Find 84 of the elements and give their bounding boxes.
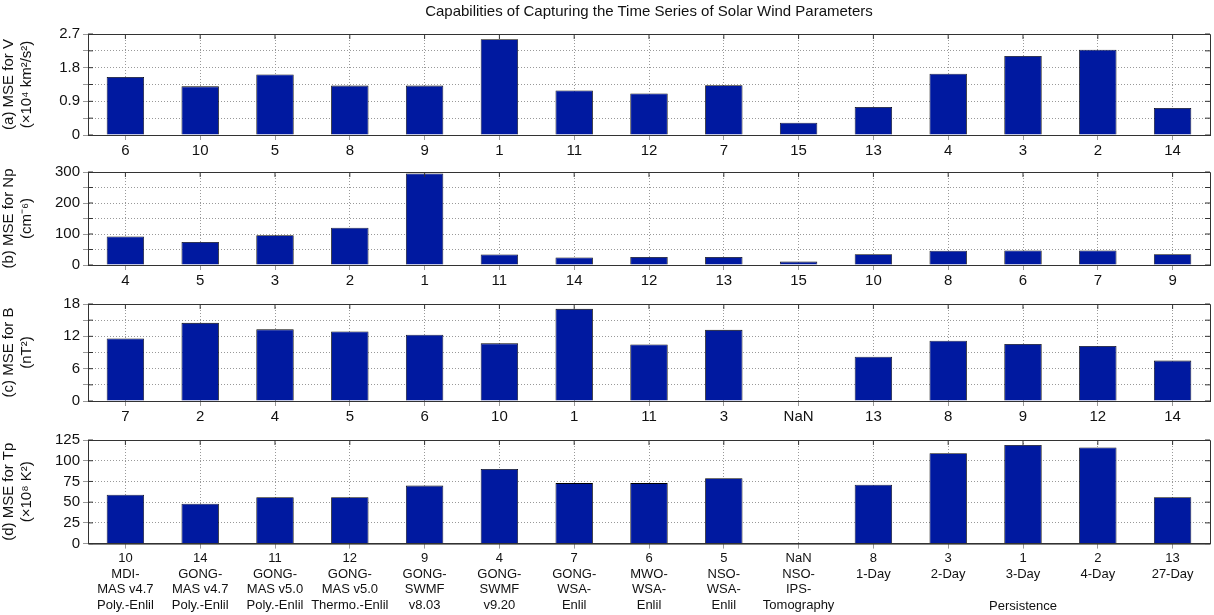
x-tick-label: 7 GONG- WSA- Enlil <box>552 549 597 612</box>
y-tick-label: 0.9 <box>59 91 80 109</box>
x-tick-label: 5 <box>270 141 280 159</box>
x-tick-label: 8 <box>944 271 953 289</box>
x-tick-label: 9 <box>1018 407 1028 425</box>
x-tick-label: 3 <box>1018 141 1028 159</box>
x-tick-label: 4 GONG- SWMF v9.20 <box>477 549 522 612</box>
y-axis-title: (b) MSE for Np (cm⁻⁶) <box>0 168 35 269</box>
y-axis-title: (d) MSE for Tp (×10⁸ K²) <box>0 442 35 541</box>
y-tick-label: 1.8 <box>59 57 80 75</box>
x-tick-label: 6 MWO- WSA- Enlil <box>630 549 668 612</box>
y-tick-label: 0 <box>71 391 80 409</box>
x-tick-label: 10 MDI- MAS v4.7 Poly.-Enlil <box>96 549 154 612</box>
y-axis-title: (a) MSE for V (×10⁴ km²/s²) <box>0 39 35 130</box>
x-tick-label: 10 <box>191 141 209 159</box>
y-tick-label: 200 <box>54 193 80 211</box>
x-tick-label: 13 27-Day <box>1151 549 1195 581</box>
y-tick-label: 18 <box>63 294 80 312</box>
x-tick-label: 15 <box>790 271 807 289</box>
x-tick-label: 9 <box>1168 271 1177 289</box>
y-tick-label: 12 <box>63 326 80 344</box>
x-tick-label: 7 <box>719 141 728 159</box>
y-tick-label: 6 <box>71 358 80 376</box>
x-tick-label: 9 GONG- SWMF v8.03 <box>402 549 447 612</box>
y-tick-label: 0 <box>71 255 80 273</box>
x-tick-label: 8 1-Day <box>856 549 892 581</box>
x-tick-label: 13 <box>715 271 733 289</box>
x-tick-label: 6 <box>420 407 429 425</box>
x-tick-label: 14 <box>1164 407 1181 425</box>
x-tick-label: 13 <box>865 407 882 425</box>
y-tick-label: 300 <box>54 162 80 180</box>
y-tick-label: 2.7 <box>59 24 80 42</box>
x-tick-label: 13 <box>865 141 882 159</box>
x-tick-label: 4 <box>270 407 280 425</box>
y-tick-label: 50 <box>63 492 80 510</box>
x-tick-label: 2 <box>1093 141 1102 159</box>
x-tick-label: 11 GONG- MAS v5.0 Poly.-Enlil <box>246 549 304 612</box>
y-axis-title: (c) MSE for B (nT²) <box>0 307 35 398</box>
y-tick-label: 0 <box>71 533 80 551</box>
x-tick-label: 10 <box>491 407 508 425</box>
text: Persistence <box>989 598 1057 614</box>
x-tick-label: 9 <box>420 141 429 159</box>
y-tick-label: 75 <box>63 471 80 489</box>
x-tick-label: 15 <box>790 141 807 159</box>
x-tick-label: 2 <box>345 271 354 289</box>
x-tick-label: 2 4-Day <box>1080 549 1116 581</box>
x-tick-label: 1 3-Day <box>1005 549 1041 581</box>
x-tick-label: 14 <box>1164 141 1181 159</box>
x-tick-label: 6 <box>1018 271 1028 289</box>
x-tick-label: 8 <box>944 407 953 425</box>
x-tick-label: 7 <box>1093 271 1102 289</box>
x-tick-label: 11 <box>566 141 582 159</box>
x-tick-label: 5 <box>345 407 354 425</box>
x-tick-label: 5 <box>196 271 205 289</box>
x-tick-label: 1 <box>570 407 579 425</box>
x-tick-label: 4 <box>944 141 953 159</box>
x-tick-label: 8 <box>345 141 354 159</box>
y-tick-label: 100 <box>54 224 80 242</box>
x-tick-label: 12 GONG- MAS v5.0 Thermo.-Enlil <box>311 549 389 612</box>
x-tick-label: 7 <box>121 407 130 425</box>
x-tick-label: 14 GONG- MAS v4.7 Poly.-Enlil <box>171 549 229 612</box>
x-tick-label: 14 <box>565 271 583 289</box>
x-tick-label: 6 <box>121 141 130 159</box>
y-tick-label: 100 <box>54 450 80 468</box>
x-tick-label: 12 <box>640 271 658 289</box>
chart-title: Capabilities of Capturing the Time Series of Solar Wind Parameters <box>424 2 874 19</box>
x-tick-label: 3 2-Day <box>930 549 967 581</box>
y-tick-label: 25 <box>63 513 80 531</box>
x-tick-label: 4 <box>121 271 130 289</box>
x-tick-label: 5 NSO- WSA- Enlil <box>706 549 741 612</box>
x-tick-label: 11 <box>641 407 657 425</box>
x-tick-label: 12 <box>640 141 658 159</box>
x-tick-label: 11 <box>491 271 508 289</box>
y-tick-label: 0 <box>71 125 80 143</box>
x-tick-label: 12 <box>1089 407 1107 425</box>
x-tick-label: 1 <box>495 141 504 159</box>
x-tick-label: 3 <box>719 407 728 425</box>
x-tick-label: NaN NSO- IPS- Tomography <box>762 549 835 612</box>
x-tick-label: 2 <box>196 407 205 425</box>
x-tick-label: NaN <box>783 407 814 425</box>
x-tick-label: 1 <box>420 271 429 289</box>
y-tick-label: 125 <box>54 430 80 448</box>
x-tick-label: 10 <box>865 271 882 289</box>
x-tick-label: 3 <box>270 271 280 289</box>
